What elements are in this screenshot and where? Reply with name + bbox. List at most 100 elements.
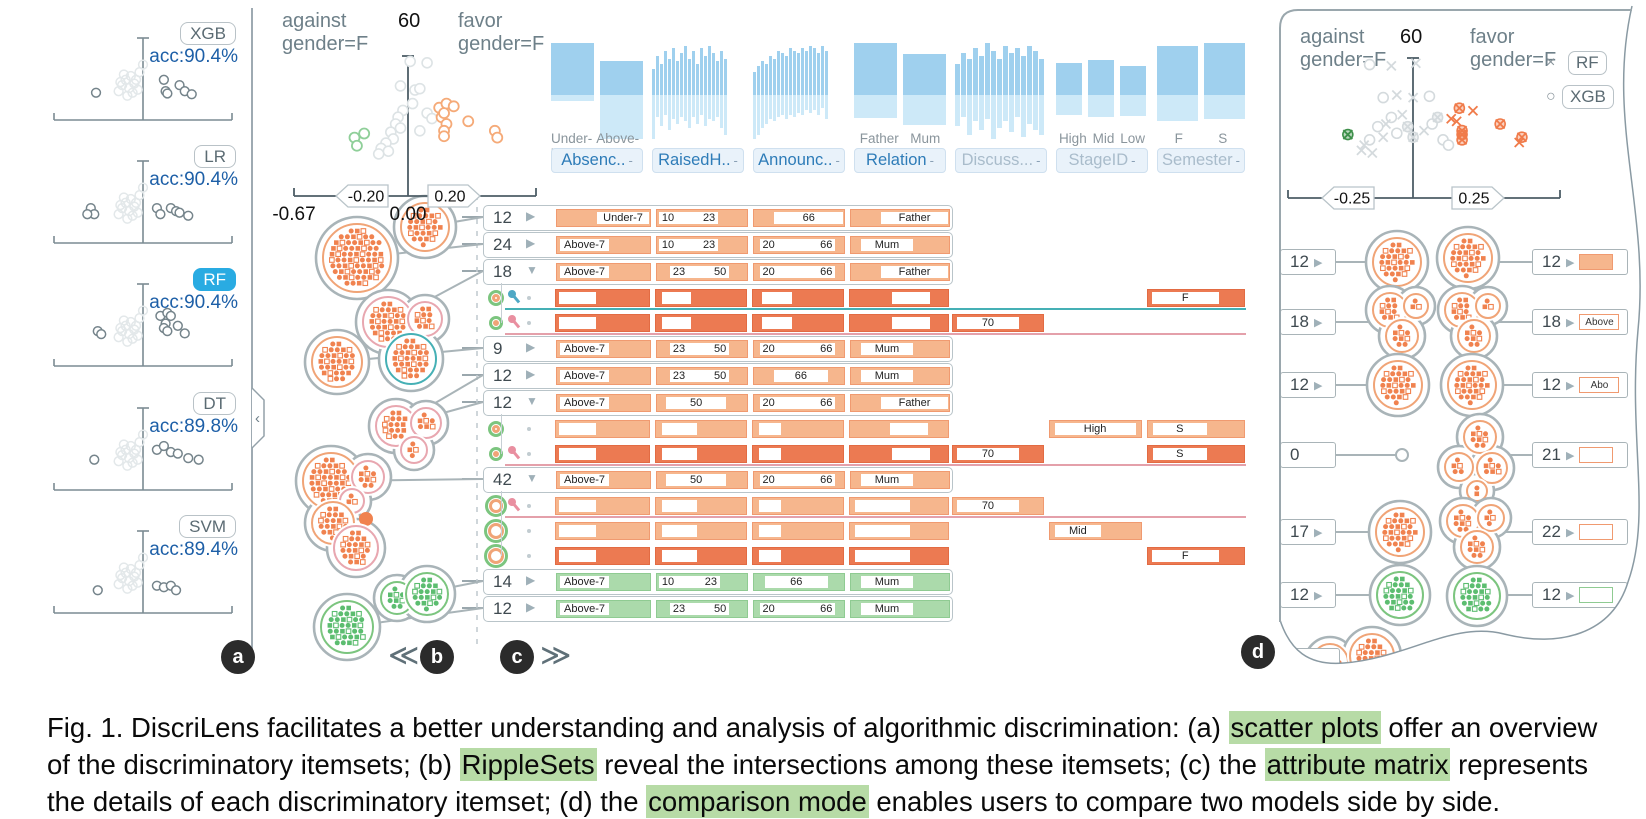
histogram-bar[interactable] xyxy=(973,48,978,95)
attribute-cell[interactable]: Mum xyxy=(850,367,950,385)
histogram-bar[interactable] xyxy=(660,63,663,95)
expand-row-icon[interactable]: ▶ xyxy=(526,367,536,381)
histogram-bar[interactable] xyxy=(773,95,776,122)
attribute-cell[interactable] xyxy=(555,445,650,463)
itemset-row[interactable]: 12 ▶ Above-7 23 50 20 66 Mum xyxy=(483,596,953,622)
model-badge-lr[interactable]: LR xyxy=(194,145,236,168)
histogram-bar[interactable] xyxy=(1120,95,1146,117)
scatter-point[interactable] xyxy=(137,305,149,316)
histogram-bar[interactable] xyxy=(712,95,715,122)
scatter-point-against[interactable] xyxy=(438,107,450,120)
attribute-cell[interactable] xyxy=(849,522,949,540)
model-badge-xgb[interactable]: XGB xyxy=(180,22,236,45)
ripple-set-circle[interactable] xyxy=(1457,319,1491,353)
scatter-point[interactable] xyxy=(382,145,395,157)
histogram-bar[interactable] xyxy=(955,63,960,95)
pin-icon[interactable] xyxy=(506,313,522,330)
scatter-point[interactable] xyxy=(186,89,197,100)
histogram-bar[interactable] xyxy=(696,63,699,95)
histogram-bar[interactable] xyxy=(805,50,808,95)
scatter-point-favored[interactable] xyxy=(358,127,371,140)
attribute-cell[interactable]: Father xyxy=(850,263,950,281)
histogram-bar[interactable] xyxy=(660,95,663,126)
attribute-button-discuss[interactable]: Discuss... - xyxy=(955,148,1047,173)
histogram-bar[interactable] xyxy=(1015,48,1020,95)
attribute-cell[interactable] xyxy=(752,420,844,438)
attribute-cell[interactable]: Mid xyxy=(1049,522,1142,540)
scatter-point[interactable] xyxy=(1377,91,1389,104)
histogram-bar[interactable] xyxy=(961,95,966,117)
histogram-bar[interactable] xyxy=(1033,50,1038,95)
scatter-point[interactable] xyxy=(179,328,190,339)
expand-row-icon[interactable]: ▶ xyxy=(1566,449,1575,462)
histogram-bar[interactable] xyxy=(854,95,897,118)
histogram-bar[interactable] xyxy=(973,95,978,122)
histogram-bar[interactable] xyxy=(813,48,816,95)
histogram-bar[interactable] xyxy=(809,45,812,95)
attribute-cell[interactable]: Above-7 xyxy=(556,263,651,281)
histogram-bar[interactable] xyxy=(708,45,711,95)
expand-row-icon[interactable]: ▶ xyxy=(1566,379,1575,392)
histogram-bar[interactable] xyxy=(1027,95,1032,124)
attribute-button-stageid[interactable]: StageID - xyxy=(1056,148,1148,173)
scatter-point[interactable] xyxy=(115,199,126,211)
histogram-bar[interactable] xyxy=(1027,45,1032,95)
histogram-bar[interactable] xyxy=(720,50,723,95)
attribute-button-relation[interactable]: Relation - xyxy=(854,148,946,173)
histogram-bar[interactable] xyxy=(712,53,715,95)
histogram-bar[interactable] xyxy=(825,95,828,120)
expand-row-icon[interactable]: ▶ xyxy=(1314,256,1323,269)
scatter-point[interactable] xyxy=(162,325,173,337)
scatter-point[interactable] xyxy=(172,320,183,331)
scatter-point[interactable] xyxy=(406,97,419,110)
histogram-bar[interactable] xyxy=(825,50,828,95)
attribute-cell[interactable]: 50 xyxy=(656,394,748,412)
scatter-point[interactable] xyxy=(115,76,126,88)
remove-attribute-icon[interactable]: - xyxy=(1235,153,1240,168)
scatter-point[interactable] xyxy=(82,209,93,220)
scatter-point[interactable] xyxy=(122,460,133,471)
attribute-cell[interactable]: Under-7 xyxy=(556,209,651,227)
collapse-row-icon[interactable]: ▼ xyxy=(526,394,538,408)
histogram-bar[interactable] xyxy=(773,58,776,95)
itemset-row[interactable]: 12 ▶ Under-7 10 23 66 Father xyxy=(483,205,953,231)
collapse-row-icon[interactable]: ▼ xyxy=(526,471,538,485)
attribute-cell[interactable] xyxy=(555,289,650,307)
itemset-row[interactable]: 12 ▶ Above-7 23 50 66 Mum xyxy=(483,363,953,389)
scatter-point[interactable] xyxy=(137,429,149,440)
histogram-bar[interactable] xyxy=(985,43,990,95)
expand-row-icon[interactable]: ▶ xyxy=(526,340,536,354)
next-page-chevron[interactable]: ≫ xyxy=(540,639,572,672)
scatter-point-against[interactable] xyxy=(491,131,504,144)
scatter-point[interactable] xyxy=(122,90,133,101)
expand-row-icon[interactable]: ▶ xyxy=(526,209,536,223)
histogram-bar[interactable] xyxy=(1056,62,1082,95)
histogram-bar[interactable] xyxy=(600,60,643,95)
histogram-bar[interactable] xyxy=(761,95,764,128)
histogram-bar[interactable] xyxy=(1009,95,1014,133)
itemset-row[interactable]: 24 ▶ Above-7 10 23 20 66 Mum xyxy=(483,232,953,258)
attribute-cell[interactable] xyxy=(655,497,747,515)
model-badge-dt[interactable]: DT xyxy=(193,392,236,415)
itemset-row[interactable]: 42 ▼ Above-7 50 20 66 Mum xyxy=(483,467,953,493)
attribute-cell[interactable]: Mum xyxy=(850,573,950,591)
scatter-point[interactable] xyxy=(372,148,385,160)
histogram-bar[interactable] xyxy=(704,95,707,126)
remove-attribute-icon[interactable]: - xyxy=(628,153,633,168)
attribute-cell[interactable]: S xyxy=(1147,445,1245,463)
scatter-point[interactable] xyxy=(127,87,138,98)
histogram-bar[interactable] xyxy=(813,95,816,111)
scatter-point[interactable] xyxy=(404,55,416,68)
expand-row-icon[interactable]: ▶ xyxy=(1314,316,1323,329)
histogram-bar[interactable] xyxy=(769,56,772,95)
histogram-bar[interactable] xyxy=(793,50,796,95)
histogram-bar[interactable] xyxy=(700,48,703,95)
histogram-bar[interactable] xyxy=(1088,95,1114,117)
attribute-cell[interactable] xyxy=(655,522,747,540)
attribute-cell[interactable]: Above-7 xyxy=(556,600,651,618)
attribute-cell[interactable] xyxy=(752,445,844,463)
comparison-count-box[interactable]: 17 ▶ xyxy=(1280,519,1336,545)
scatter-point[interactable] xyxy=(122,213,133,224)
histogram-bar[interactable] xyxy=(716,95,719,117)
histogram-bar[interactable] xyxy=(720,95,723,128)
